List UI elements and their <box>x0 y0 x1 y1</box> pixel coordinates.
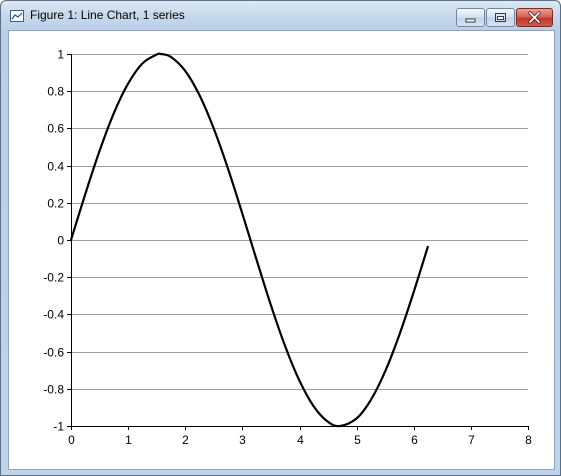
x-tick-label: 3 <box>239 433 246 447</box>
x-tick-label: 8 <box>525 433 532 447</box>
y-tick-label: 1 <box>57 48 64 62</box>
maximize-icon <box>495 13 506 22</box>
x-tick-label: 6 <box>411 433 418 447</box>
y-tick-label: -0.4 <box>43 308 64 322</box>
y-tick-label: -0.2 <box>43 271 64 285</box>
y-tick-label: -0.8 <box>43 383 64 397</box>
y-tick-label: -1 <box>53 420 64 434</box>
y-tick-label: 0 <box>57 234 64 248</box>
window-title: Figure 1: Line Chart, 1 series <box>30 8 185 22</box>
x-tick-label: 0 <box>68 433 75 447</box>
close-button[interactable] <box>516 8 553 27</box>
line-chart: 1 0.8 0.6 0.4 0.2 0 -0.2 -0.4 -0.6 -0.8 -1 0 1 2 3 4 5 6 7… <box>43 48 532 448</box>
x-tick-label: 2 <box>182 433 189 447</box>
minimize-icon <box>465 18 476 23</box>
maximize-button[interactable] <box>486 8 515 27</box>
title-bar[interactable]: Figure 1: Line Chart, 1 series <box>1 1 560 30</box>
close-icon <box>528 11 541 24</box>
y-tick-label: -0.6 <box>43 346 64 360</box>
chart-area: 1 0.8 0.6 0.4 0.2 0 -0.2 -0.4 -0.6 -0.8 -1 0 1 2 3 4 5 6 7… <box>8 30 555 470</box>
y-tick-label: 0.2 <box>47 197 64 211</box>
y-tick-label: 0.6 <box>47 122 64 136</box>
minimize-button[interactable] <box>456 8 485 27</box>
x-tick-label: 1 <box>125 433 132 447</box>
y-tick-label: 0.4 <box>47 160 64 174</box>
x-tick-label: 5 <box>354 433 361 447</box>
y-tick-label: 0.8 <box>47 85 64 99</box>
x-tick-label: 4 <box>297 433 304 447</box>
x-tick-label: 7 <box>468 433 475 447</box>
chart-icon <box>10 10 24 22</box>
series-line <box>69 52 430 428</box>
